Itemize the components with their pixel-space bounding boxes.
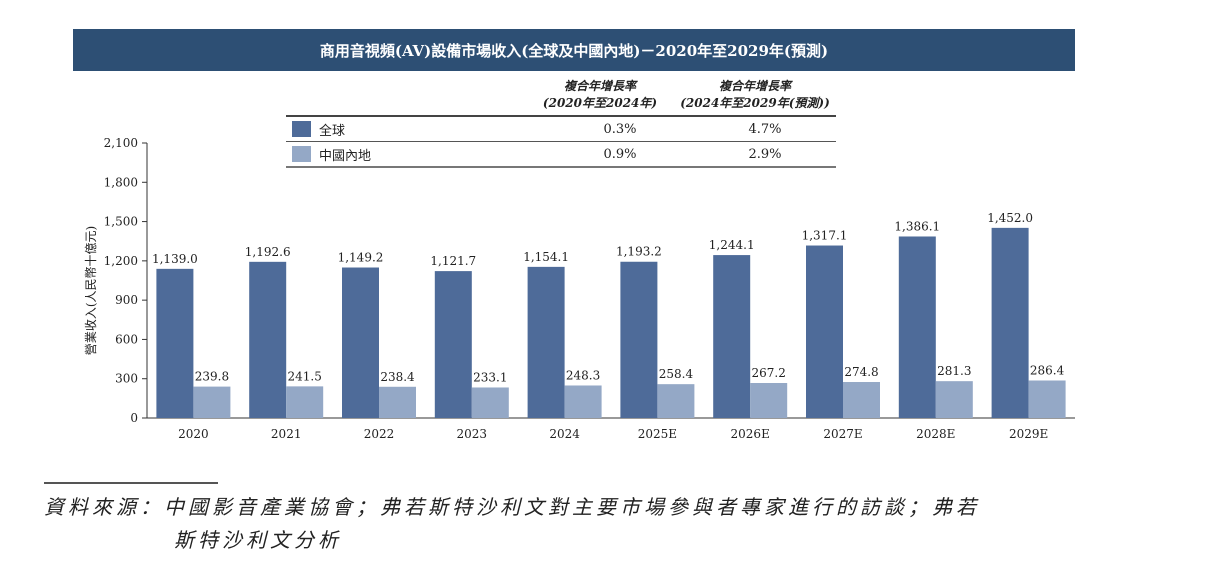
- data-label: 239.8: [195, 370, 229, 384]
- data-label: 1,154.1: [523, 250, 569, 264]
- bar-china: [286, 386, 324, 418]
- data-label: 1,139.0: [152, 252, 198, 266]
- data-label: 281.3: [937, 364, 971, 378]
- data-label: 1,121.7: [430, 254, 476, 268]
- cagr-table: 全球 0.3% 4.7% 中國內地 0.9% 2.9%: [286, 115, 836, 168]
- data-label: 233.1: [473, 370, 507, 384]
- x-tick-label: 2024: [549, 427, 580, 441]
- cagr-value: 2.9%: [748, 146, 782, 162]
- legend-label: 全球: [319, 123, 346, 139]
- bar-china: [843, 382, 880, 418]
- source-note-cont: 斯特沙利文分析: [174, 528, 342, 552]
- x-tick-label: 2027E: [823, 427, 862, 441]
- x-tick-label: 2020: [178, 427, 209, 441]
- bar-global: [249, 261, 287, 418]
- cagr-value: 0.3%: [603, 121, 637, 137]
- cagr-header-1-line1: 複合年增長率: [563, 79, 636, 93]
- data-label: 248.3: [566, 368, 600, 382]
- x-tick-label: 2028E: [916, 427, 955, 441]
- bar-global: [806, 245, 843, 418]
- cagr-value: 4.7%: [748, 121, 782, 137]
- y-tick-label: 1,800: [104, 175, 138, 189]
- y-tick-label: 900: [115, 293, 138, 307]
- bar-china: [193, 386, 231, 418]
- bar-china: [935, 381, 973, 418]
- bar-china: [750, 383, 788, 418]
- y-tick-label: 300: [115, 372, 138, 386]
- data-label: 238.4: [380, 370, 415, 384]
- data-label: 1,452.0: [987, 211, 1033, 225]
- y-tick-label: 0: [130, 411, 138, 425]
- bar-global: [898, 236, 936, 418]
- y-tick-label: 1,500: [104, 215, 138, 229]
- chart-title: 商用音視頻(AV)設備市場收入(全球及中國內地)－2020年至2029年(預測): [73, 29, 1075, 71]
- bar-global: [527, 266, 565, 418]
- data-label: 274.8: [844, 365, 878, 379]
- cagr-header-2-line1: 複合年增長率: [718, 79, 791, 93]
- cagr-header-1: 複合年增長率 (2020年至2024年): [530, 78, 670, 112]
- data-label: 1,317.1: [802, 229, 848, 243]
- table-row: 全球 0.3% 4.7%: [286, 117, 836, 141]
- x-tick-label: 2026E: [731, 427, 770, 441]
- cagr-header-2: 複合年增長率 (2024年至2029年(預測)): [665, 78, 845, 112]
- y-axis-label: 營業收入(人民幣十億元): [84, 226, 98, 355]
- source-note: 資料來源：中國影音產業協會；弗若斯特沙利文對主要市場參與者專家進行的訪談；弗若: [44, 495, 980, 519]
- bar-china: [379, 386, 416, 418]
- bar-global: [991, 227, 1029, 418]
- bar-global: [713, 255, 751, 418]
- data-label: 1,386.1: [894, 219, 940, 233]
- bar-global: [342, 267, 379, 418]
- bar-global: [620, 261, 658, 418]
- y-tick-label: 600: [115, 332, 138, 346]
- cagr-value: 0.9%: [603, 146, 637, 162]
- legend-label: 中國內地: [319, 148, 372, 164]
- y-tick-label: 1,200: [104, 254, 138, 268]
- x-tick-label: 2021: [271, 427, 302, 441]
- data-label: 1,193.2: [616, 245, 662, 259]
- legend-swatch-china: [292, 146, 311, 162]
- data-label: 1,192.6: [245, 245, 291, 259]
- cagr-header-1-line2: (2020年至2024年): [542, 96, 658, 110]
- divider: [44, 482, 218, 484]
- data-label: 1,149.2: [338, 251, 384, 265]
- data-label: 1,244.1: [709, 238, 755, 252]
- data-label: 241.5: [288, 369, 322, 383]
- x-tick-label: 2025E: [638, 427, 677, 441]
- bar-china: [657, 384, 695, 418]
- y-tick-label: 2,100: [104, 136, 138, 150]
- bar-china: [564, 385, 602, 418]
- bar-global: [434, 271, 472, 418]
- data-label: 258.4: [659, 367, 694, 381]
- x-tick-label: 2029E: [1009, 427, 1048, 441]
- bar-china: [1028, 380, 1066, 418]
- bar-global: [156, 268, 194, 418]
- cagr-header-2-line2: (2024年至2029年(預測)): [680, 96, 830, 110]
- x-tick-label: 2023: [457, 427, 488, 441]
- data-label: 286.4: [1030, 363, 1065, 377]
- x-tick-label: 2022: [364, 427, 395, 441]
- table-row: 中國內地 0.9% 2.9%: [286, 141, 836, 166]
- bar-china: [471, 387, 509, 418]
- legend-swatch-global: [292, 121, 311, 137]
- data-label: 267.2: [752, 366, 786, 380]
